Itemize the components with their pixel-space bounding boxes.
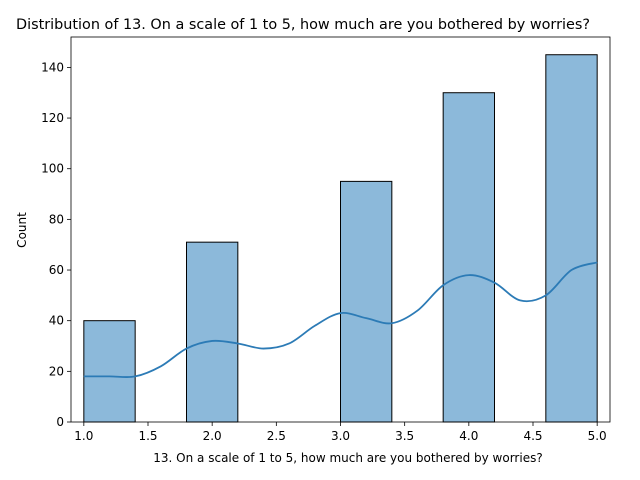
y-axis-ticks: 0 20 40 60 80 100 120 140 — [41, 60, 71, 429]
y-tick-label: 100 — [41, 162, 64, 176]
x-tick-label: 3.5 — [395, 429, 414, 443]
x-tick-label: 1.0 — [74, 429, 93, 443]
x-tick-label: 1.5 — [138, 429, 157, 443]
y-tick-label: 120 — [41, 111, 64, 125]
x-tick-label: 4.5 — [523, 429, 542, 443]
y-tick-label: 60 — [49, 263, 64, 277]
histogram-bar — [340, 180, 393, 423]
x-tick-label: 4.0 — [459, 429, 478, 443]
y-tick-label: 0 — [56, 415, 64, 429]
x-tick-label: 2.5 — [267, 429, 286, 443]
histogram-bar — [83, 320, 136, 423]
histogram-bar — [442, 92, 495, 423]
histogram-bar — [545, 54, 598, 423]
x-tick-label: 2.0 — [203, 429, 222, 443]
bars-group — [83, 54, 598, 423]
x-tick-label: 3.0 — [331, 429, 350, 443]
histogram-bar — [186, 241, 239, 423]
y-tick-label: 40 — [49, 314, 64, 328]
y-tick-label: 140 — [41, 60, 64, 74]
y-axis-title: Count — [15, 212, 29, 248]
x-axis-title: 13. On a scale of 1 to 5, how much are y… — [153, 451, 542, 465]
y-tick-label: 80 — [49, 212, 64, 226]
x-axis-ticks: 1.0 1.5 2.0 2.5 3.0 3.5 4.0 4.5 5.0 — [74, 422, 607, 443]
chart-title: Distribution of 13. On a scale of 1 to 5… — [16, 17, 590, 33]
plot-frame — [70, 36, 611, 423]
kde-curve — [83, 261, 598, 379]
y-tick-label: 20 — [49, 364, 64, 378]
x-tick-label: 5.0 — [588, 429, 607, 443]
